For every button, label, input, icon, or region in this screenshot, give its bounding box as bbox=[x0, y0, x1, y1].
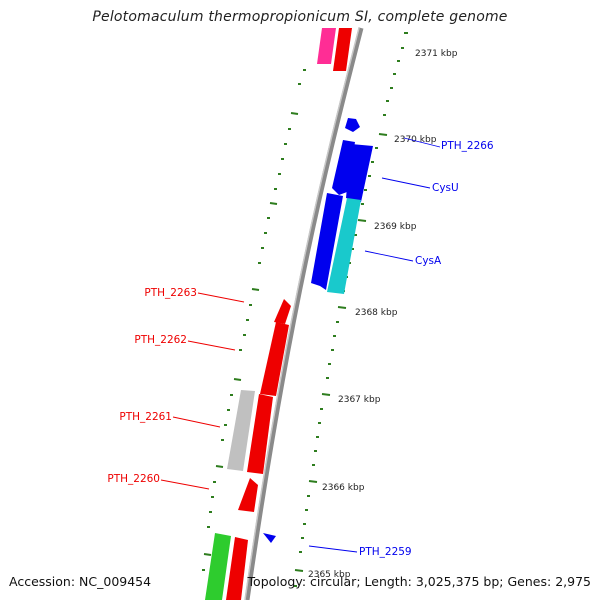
gene-red-mid[interactable] bbox=[247, 394, 273, 474]
length-value: 3,025,375 bp bbox=[415, 574, 500, 589]
gene-bottom-green[interactable] bbox=[205, 533, 231, 600]
gene-top-pink[interactable] bbox=[317, 28, 336, 64]
length-label: Length: bbox=[364, 574, 412, 589]
gene-label-pth-2266[interactable]: PTH_2266 bbox=[441, 140, 494, 152]
gene-pth-2261[interactable] bbox=[227, 390, 255, 471]
topology-label: Topology: bbox=[247, 574, 307, 589]
gene-pth-2263[interactable] bbox=[274, 299, 291, 324]
kbp-tick-label: 2370 kbp bbox=[394, 135, 437, 145]
topology-value: circular bbox=[310, 574, 357, 589]
kbp-tick-label: 2366 kbp bbox=[322, 483, 365, 493]
genome-stats: Topology: circular; Length: 3,025,375 bp… bbox=[247, 574, 591, 589]
accession-info: Accession: NC_009454 bbox=[9, 574, 151, 589]
gene-cysu[interactable] bbox=[346, 144, 373, 202]
genes-label: Genes: bbox=[507, 574, 552, 589]
gene-label-pth-2261[interactable]: PTH_2261 bbox=[119, 411, 172, 423]
gene-cysa[interactable] bbox=[327, 198, 361, 294]
gene-pth-2266[interactable] bbox=[345, 118, 360, 132]
kbp-tick-label: 2371 kbp bbox=[415, 49, 458, 59]
gene-bottom-red[interactable] bbox=[226, 537, 248, 600]
gene-label-cysa[interactable]: CysA bbox=[415, 255, 442, 267]
kbp-tick-label: 2368 kbp bbox=[355, 308, 398, 318]
gene-pth-2262[interactable] bbox=[260, 322, 289, 396]
gene-label-pth-2262[interactable]: PTH_2262 bbox=[134, 334, 187, 346]
gene-label-pth-2259[interactable]: PTH_2259 bbox=[359, 546, 412, 558]
gene-label-cysu[interactable]: CysU bbox=[432, 182, 459, 194]
kbp-tick-label: 2367 kbp bbox=[338, 395, 381, 405]
genome-title: Pelotomaculum thermopropionicum SI, comp… bbox=[92, 9, 508, 25]
gene-pth-2259[interactable] bbox=[263, 533, 276, 543]
genes-value: 2,975 bbox=[555, 574, 591, 589]
gene-blue-2[interactable] bbox=[311, 193, 343, 290]
gene-pth-2260[interactable] bbox=[238, 478, 258, 512]
accession-value: NC_009454 bbox=[79, 574, 152, 589]
outer-tick-ring bbox=[294, 32, 408, 587]
kbp-tick-label: 2365 kbp bbox=[308, 570, 351, 580]
genome-backbone bbox=[244, 27, 364, 600]
gene-blue-1[interactable] bbox=[332, 140, 355, 195]
gene-label-pth-2260[interactable]: PTH_2260 bbox=[107, 473, 160, 485]
inner-tick-ring bbox=[202, 69, 306, 571]
gene-top-red[interactable] bbox=[333, 28, 352, 71]
gene-label-pth-2263[interactable]: PTH_2263 bbox=[144, 287, 197, 299]
kbp-tick-label: 2369 kbp bbox=[374, 222, 417, 232]
accession-label: Accession: bbox=[9, 574, 76, 589]
label-leader-lines bbox=[160, 137, 441, 553]
genome-backbone-highlight bbox=[244, 27, 360, 600]
